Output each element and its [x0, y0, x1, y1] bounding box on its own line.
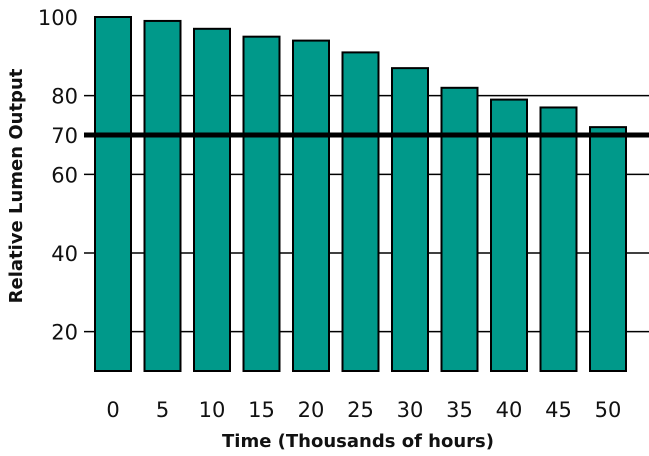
y-tick-20: 20: [51, 321, 78, 345]
x-tick-40: 40: [496, 398, 523, 422]
bar-25: [341, 51, 380, 373]
bar-35: [440, 86, 479, 373]
x-tick-50: 50: [595, 398, 622, 422]
x-tick-10: 10: [199, 398, 226, 422]
bar-40: [490, 98, 528, 372]
x-tick-5: 5: [156, 398, 169, 422]
bar-0: [94, 16, 132, 372]
bars-layer: [94, 16, 627, 373]
y-tick-80: 80: [51, 85, 78, 109]
bar-5: [143, 19, 182, 373]
x-axis-title: Time (Thousands of hours): [222, 431, 494, 452]
bar-50: [589, 126, 627, 372]
bar-30: [391, 67, 429, 372]
x-tick-35: 35: [446, 398, 473, 422]
bar-20: [292, 39, 330, 372]
x-tick-45: 45: [545, 398, 572, 422]
y-tick-labels: 20 40 60 70 80 100: [38, 6, 78, 345]
y-tick-70: 70: [51, 124, 78, 148]
x-tick-15: 15: [248, 398, 275, 422]
y-axis-title: Relative Lumen Output: [6, 68, 27, 303]
bar-45: [539, 106, 578, 372]
y-tick-60: 60: [51, 163, 78, 187]
x-tick-25: 25: [347, 398, 374, 422]
bar-15: [242, 35, 281, 373]
x-tick-0: 0: [106, 398, 119, 422]
x-tick-30: 30: [397, 398, 424, 422]
x-tick-20: 20: [298, 398, 325, 422]
y-tick-40: 40: [51, 242, 78, 266]
y-tick-100: 100: [38, 6, 78, 30]
x-tick-labels: 0 5 10 15 20 25 30 35 40 45 50: [106, 398, 621, 422]
bar-10: [193, 27, 231, 373]
